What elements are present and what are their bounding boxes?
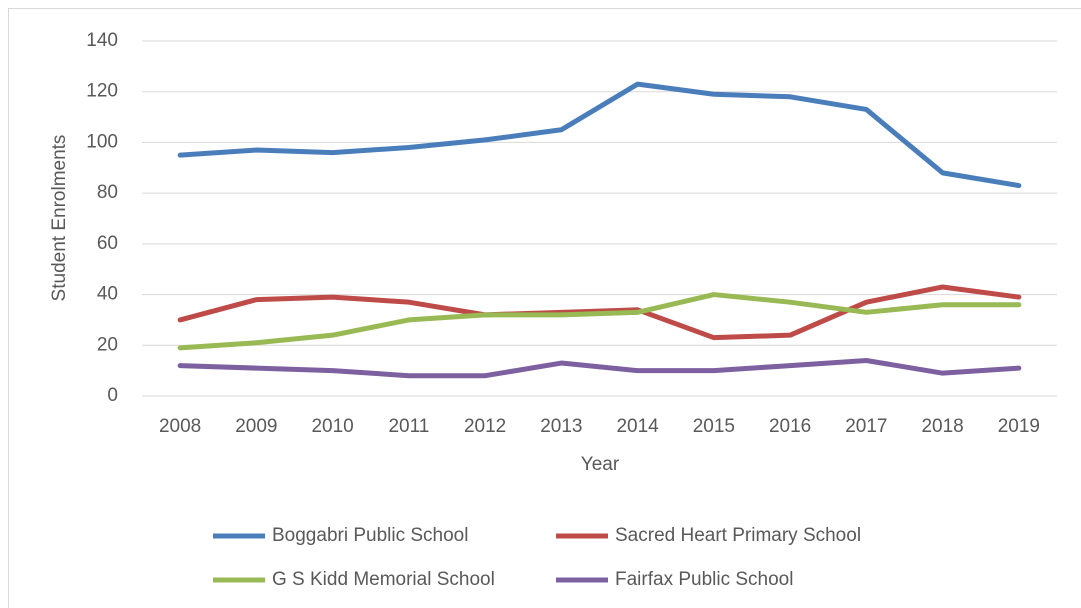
series-line	[177, 81, 1022, 189]
x-tick-label: 2019	[998, 416, 1040, 437]
x-tick-label: 2018	[921, 416, 963, 437]
legend-label: Boggabri Public School	[272, 525, 468, 546]
series-line	[177, 292, 1022, 351]
x-tick-label: 2016	[769, 416, 811, 437]
x-tick-label: 2015	[693, 416, 735, 437]
x-axis-label: Year	[581, 454, 620, 475]
y-tick-label: 120	[86, 81, 118, 102]
x-tick-label: 2010	[311, 416, 353, 437]
y-tick-label: 20	[97, 334, 118, 355]
y-tick-label: 100	[86, 131, 118, 152]
y-tick-label: 140	[86, 30, 118, 51]
series-line	[177, 284, 1022, 341]
series-line	[177, 358, 1022, 379]
x-tick-label: 2009	[235, 416, 277, 437]
legend-label: Sacred Heart Primary School	[615, 525, 861, 546]
y-axis-label: Student Enrolments	[49, 135, 70, 302]
x-tick-label: 2008	[159, 416, 201, 437]
x-tick-label: 2017	[845, 416, 887, 437]
y-tick-label: 40	[97, 284, 118, 305]
legend-label: G S Kidd Memorial School	[272, 569, 495, 590]
x-tick-label: 2013	[540, 416, 582, 437]
y-tick-label: 60	[97, 233, 118, 254]
x-tick-label: 2014	[616, 416, 659, 437]
y-tick-label: 80	[97, 182, 118, 203]
y-tick-label: 0	[107, 385, 118, 406]
chart-border	[8, 8, 1081, 608]
x-tick-label: 2011	[388, 416, 429, 437]
x-tick-label: 2012	[464, 416, 506, 437]
legend-label: Fairfax Public School	[615, 569, 793, 590]
